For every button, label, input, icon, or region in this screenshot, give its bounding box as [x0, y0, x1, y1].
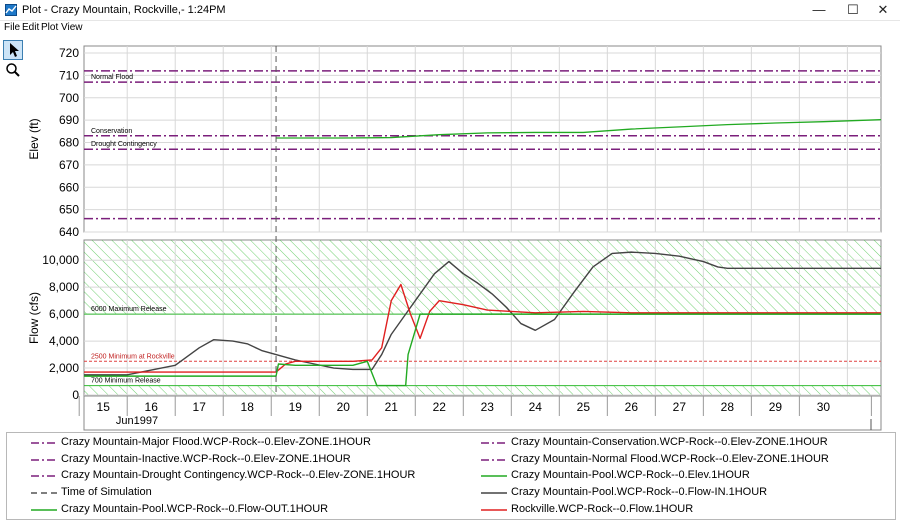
- below-minimum-zone: [84, 385, 881, 395]
- legend-label: Crazy Mountain-Pool.WCP-Rock--0.Flow-IN.…: [511, 486, 768, 499]
- y-tick-label: 650: [59, 203, 79, 217]
- x-tick-label: 15: [97, 400, 111, 414]
- legend-label: Crazy Mountain-Major Flood.WCP-Rock--0.E…: [61, 436, 371, 448]
- x-tick-label: 22: [433, 400, 447, 414]
- y-tick-label: 710: [59, 68, 79, 82]
- flow-series-line: [84, 313, 881, 387]
- legend-swatch: [481, 475, 507, 478]
- elevation-series: [276, 119, 882, 139]
- title-bar: Plot - Crazy Mountain, Rockville,- 1:24P…: [0, 0, 900, 21]
- x-tick-label: 24: [529, 400, 543, 414]
- legend-swatch: [31, 458, 57, 461]
- flow-series: [84, 251, 881, 387]
- legend-label: Crazy Mountain-Conservation.WCP-Rock--0.…: [511, 436, 828, 448]
- limit-label: 2500 Minimum at Rockville: [91, 353, 175, 360]
- flow-series-line: [84, 251, 881, 376]
- legend-swatch: [31, 508, 57, 511]
- x-tick-label: 30: [817, 400, 831, 414]
- legend: Crazy Mountain-Major Flood.WCP-Rock--0.E…: [6, 432, 896, 520]
- y-tick-label: 660: [59, 180, 79, 194]
- y-tick-label: 680: [59, 136, 79, 150]
- x-tick-label: 18: [241, 400, 255, 414]
- x-tick-label: 29: [769, 400, 783, 414]
- x-tick-label: 25: [577, 400, 591, 414]
- app-icon: [5, 4, 17, 16]
- legend-swatch: [481, 458, 507, 461]
- legend-label: Rockville.WCP-Rock--0.Flow.1HOUR: [511, 502, 694, 515]
- zoom-tool-button[interactable]: [3, 60, 23, 80]
- limit-label: 6000 Maximum Release: [91, 306, 167, 313]
- zone-label: Conservation: [91, 128, 132, 135]
- x-tick-label: 21: [385, 400, 399, 414]
- elevation-zone-lines: Normal Flood Conservation Drought Continge…: [84, 70, 881, 220]
- elevation-y-axis: 640 650 660 670 680 690 700 710 720: [59, 46, 79, 239]
- limit-label: 700 Minimum Release: [91, 378, 161, 385]
- zone-label: Normal Flood: [91, 74, 133, 81]
- zone-label: Drought Contingency: [91, 141, 157, 148]
- elevation-grid: [84, 46, 881, 233]
- x-tick-label: 26: [625, 400, 639, 414]
- legend-swatch: [31, 442, 57, 444]
- x-tick-label: 27: [673, 400, 687, 414]
- y-tick-label: 8,000: [49, 280, 79, 294]
- x-axis-month-label: Jun1997: [116, 415, 158, 427]
- legend-swatch: [481, 492, 507, 494]
- elevation-series-line: [276, 119, 882, 139]
- legend-swatch: [31, 475, 57, 478]
- x-tick-label: 20: [337, 400, 351, 414]
- menu-edit[interactable]: Edit: [22, 22, 40, 33]
- x-axis-band: [83, 395, 882, 431]
- flow-y-label: Flow (cfs): [27, 292, 41, 344]
- legend-label: Time of Simulation: [61, 486, 152, 499]
- legend-label: Crazy Mountain-Pool.WCP-Rock--0.Flow-OUT…: [61, 502, 329, 515]
- above-maximum-zone: [84, 240, 881, 315]
- x-tick-label: 23: [481, 400, 495, 414]
- legend-swatch: [481, 508, 507, 511]
- x-tick-label: 28: [721, 400, 735, 414]
- maximize-button[interactable]: ☐: [847, 2, 859, 17]
- menu-bar: File Edit Plot View: [0, 21, 900, 35]
- y-tick-label: 700: [59, 91, 79, 105]
- y-tick-label: 0: [72, 388, 79, 402]
- flow-restricted-zones: [84, 240, 881, 395]
- y-tick-label: 2,000: [49, 361, 79, 375]
- y-tick-label: 4,000: [49, 334, 79, 348]
- flow-grid: [84, 240, 881, 396]
- legend-swatch: [481, 442, 507, 444]
- legend-label: Crazy Mountain-Inactive.WCP-Rock--0.Elev…: [61, 452, 351, 465]
- legend-swatch: [31, 492, 57, 494]
- pointer-icon: [10, 43, 19, 57]
- menu-file[interactable]: File: [4, 22, 21, 33]
- window-title: Plot - Crazy Mountain, Rockville,- 1:24P…: [22, 4, 226, 16]
- y-tick-label: 6,000: [49, 307, 79, 321]
- flow-y-axis: 0 2,000 4,000 6,000 8,000 10,000: [42, 253, 79, 402]
- y-tick-label: 670: [59, 158, 79, 172]
- y-tick-label: 10,000: [42, 253, 79, 267]
- x-tick-label: 17: [193, 400, 207, 414]
- zoom-icon: [6, 63, 20, 77]
- menu-view[interactable]: View: [61, 22, 83, 33]
- elevation-plot-frame: [83, 45, 882, 233]
- x-tick-label: 16: [145, 400, 159, 414]
- y-tick-label: 690: [59, 113, 79, 127]
- elevation-y-label: Elev (ft): [27, 118, 41, 159]
- legend-label: Crazy Mountain-Drought Contingency.WCP-R…: [61, 469, 416, 482]
- y-tick-label: 720: [59, 46, 79, 60]
- x-tick-label: 19: [289, 400, 303, 414]
- pointer-tool-button[interactable]: [3, 40, 23, 60]
- x-axis: 15 16 17 18 19 20 21 22 23 24 25 26 27 28 29 30: [78, 396, 872, 430]
- minimize-button[interactable]: —: [812, 2, 826, 17]
- plot-area[interactable]: Normal Flood Conservation Drought Continge…: [0, 36, 900, 431]
- legend-label: Crazy Mountain-Pool.WCP-Rock--0.Elev.1HO…: [511, 469, 750, 482]
- legend-label: Crazy Mountain-Normal Flood.WCP-Rock--0.…: [511, 452, 829, 465]
- flow-series-line: [84, 283, 881, 373]
- close-button[interactable]: ✕: [877, 2, 889, 17]
- y-tick-label: 640: [59, 225, 79, 239]
- menu-plot[interactable]: Plot: [41, 22, 59, 33]
